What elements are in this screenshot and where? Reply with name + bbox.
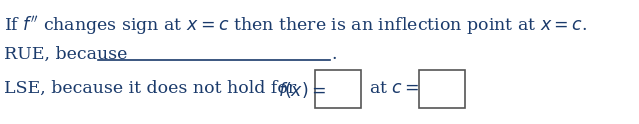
Text: .: . [331, 46, 337, 63]
Text: LSE, because it does not hold for: LSE, because it does not hold for [4, 80, 296, 97]
Text: If $f''$ changes sign at $x = c$ then there is an inflection point at $x = c$.: If $f''$ changes sign at $x = c$ then th… [4, 14, 587, 37]
Bar [315, 70, 361, 108]
Text: at $c =$: at $c =$ [369, 80, 420, 97]
Text: $f(x) =$: $f(x) =$ [278, 80, 326, 100]
Text: RUE, because: RUE, because [4, 46, 127, 63]
Bar [419, 70, 465, 108]
